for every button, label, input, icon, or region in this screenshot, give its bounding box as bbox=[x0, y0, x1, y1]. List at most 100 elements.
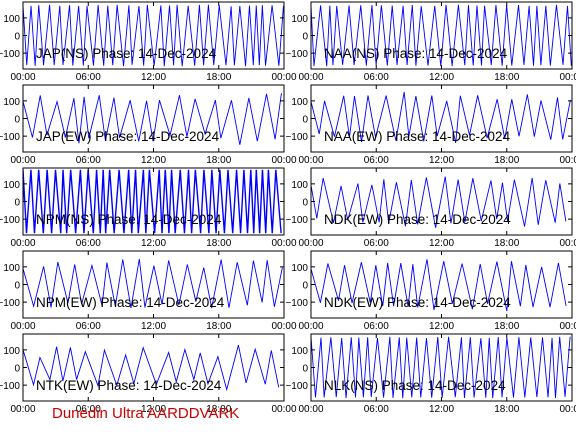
x-tick-label: 00:00 bbox=[298, 238, 323, 249]
x-tick-label: 12:00 bbox=[141, 155, 166, 166]
x-tick-label: 06:00 bbox=[364, 238, 389, 249]
panel-6: 1000−10000:0006:0012:0018:0000:00NDK(EW)… bbox=[285, 167, 576, 249]
y-tick-label: 0 bbox=[14, 115, 20, 126]
x-tick-label: 06:00 bbox=[364, 72, 389, 83]
x-tick-label: 18:00 bbox=[206, 321, 231, 332]
y-tick-label: −100 bbox=[285, 215, 308, 226]
x-tick-label: 00:00 bbox=[271, 404, 296, 415]
x-tick-label: 06:00 bbox=[76, 321, 101, 332]
y-tick-label: 0 bbox=[302, 364, 308, 375]
x-tick-label: 00:00 bbox=[298, 155, 323, 166]
x-tick-label: 00:00 bbox=[559, 321, 576, 332]
x-tick-label: 18:00 bbox=[494, 155, 519, 166]
y-tick-label: 0 bbox=[302, 115, 308, 126]
x-tick-label: 18:00 bbox=[206, 238, 231, 249]
x-tick-label: 18:00 bbox=[206, 155, 231, 166]
panel-2: 1000−10000:0006:0012:0018:0000:00NAA(NS)… bbox=[285, 1, 576, 83]
x-tick-label: 12:00 bbox=[141, 404, 166, 415]
x-tick-label: 00:00 bbox=[559, 238, 576, 249]
y-tick-label: 100 bbox=[3, 97, 20, 108]
series-line bbox=[311, 336, 571, 399]
series-line bbox=[23, 169, 282, 234]
x-tick-label: 06:00 bbox=[76, 238, 101, 249]
x-tick-label: 06:00 bbox=[76, 155, 101, 166]
y-tick-label: −100 bbox=[0, 298, 20, 309]
x-tick-label: 12:00 bbox=[429, 155, 454, 166]
x-tick-label: 12:00 bbox=[141, 72, 166, 83]
x-tick-label: 00:00 bbox=[298, 72, 323, 83]
x-tick-label: 18:00 bbox=[494, 72, 519, 83]
series-line bbox=[23, 344, 280, 392]
x-tick-label: 00:00 bbox=[559, 155, 576, 166]
x-tick-label: 00:00 bbox=[271, 72, 296, 83]
panel-title: NDK(EW) Phase: 14-Dec-2024 bbox=[324, 295, 511, 310]
y-tick-label: −100 bbox=[0, 215, 20, 226]
series-line bbox=[23, 93, 282, 145]
series-line bbox=[311, 4, 572, 67]
y-tick-label: 0 bbox=[14, 198, 20, 209]
x-tick-label: 18:00 bbox=[494, 321, 519, 332]
y-tick-label: 0 bbox=[302, 198, 308, 209]
x-tick-label: 06:00 bbox=[76, 72, 101, 83]
y-tick-label: 100 bbox=[291, 346, 308, 357]
x-tick-label: 00:00 bbox=[298, 404, 323, 415]
y-tick-label: −100 bbox=[285, 132, 308, 143]
y-tick-label: 0 bbox=[14, 364, 20, 375]
series-line bbox=[23, 4, 284, 67]
x-tick-label: 12:00 bbox=[429, 404, 454, 415]
y-tick-label: 0 bbox=[302, 32, 308, 43]
panel-title: NPM(EW) Phase: 14-Dec-2024 bbox=[36, 295, 225, 310]
x-tick-label: 00:00 bbox=[559, 404, 576, 415]
x-tick-label: 12:00 bbox=[141, 321, 166, 332]
y-tick-label: −100 bbox=[0, 49, 20, 60]
panel-title: NDK(EW) Phase: 14-Dec-2024 bbox=[324, 212, 511, 227]
x-tick-label: 18:00 bbox=[206, 72, 231, 83]
y-tick-label: 100 bbox=[291, 14, 308, 25]
x-tick-label: 00:00 bbox=[10, 155, 35, 166]
panel-10: 1000−10000:0006:0012:0018:0000:00NLK(NS)… bbox=[285, 333, 576, 415]
y-tick-label: 0 bbox=[14, 281, 20, 292]
x-tick-label: 00:00 bbox=[10, 238, 35, 249]
y-tick-label: −100 bbox=[0, 381, 20, 392]
series-line bbox=[311, 259, 567, 312]
panel-title: JAP(EW) Phase: 14-Dec-2024 bbox=[36, 129, 220, 144]
y-tick-label: 100 bbox=[291, 263, 308, 274]
x-tick-label: 18:00 bbox=[206, 404, 231, 415]
panel-title: NAA(NS) Phase: 14-Dec-2024 bbox=[324, 46, 508, 61]
panel-title: JAP(NS) Phase: 14-Dec-2024 bbox=[36, 46, 217, 61]
x-tick-label: 00:00 bbox=[10, 72, 35, 83]
panel-title: NTK(EW) Phase: 14-Dec-2024 bbox=[36, 378, 222, 393]
x-tick-label: 00:00 bbox=[271, 238, 296, 249]
x-tick-label: 00:00 bbox=[10, 321, 35, 332]
x-tick-label: 00:00 bbox=[559, 72, 576, 83]
footer-label: Dunedin Ultra AARDDVARK bbox=[52, 405, 240, 422]
x-tick-label: 06:00 bbox=[364, 321, 389, 332]
panel-4: 1000−10000:0006:0012:0018:0000:00NAA(EW)… bbox=[285, 84, 576, 166]
x-tick-label: 06:00 bbox=[364, 155, 389, 166]
y-tick-label: 100 bbox=[3, 263, 20, 274]
x-tick-label: 00:00 bbox=[298, 321, 323, 332]
panel-8: 1000−10000:0006:0012:0018:0000:00NDK(EW)… bbox=[285, 250, 576, 332]
series-line bbox=[311, 91, 571, 144]
y-tick-label: 100 bbox=[3, 14, 20, 25]
series-line bbox=[311, 176, 567, 228]
series-line bbox=[23, 258, 283, 309]
y-tick-label: 100 bbox=[3, 346, 20, 357]
panel-title: NLK(NS) Phase: 14-Dec-2024 bbox=[324, 378, 506, 393]
x-tick-label: 18:00 bbox=[494, 404, 519, 415]
x-tick-label: 12:00 bbox=[429, 72, 454, 83]
x-tick-label: 00:00 bbox=[271, 155, 296, 166]
y-tick-label: −100 bbox=[0, 132, 20, 143]
x-tick-label: 00:00 bbox=[10, 404, 35, 415]
panel-title: NAA(EW) Phase: 14-Dec-2024 bbox=[324, 129, 511, 144]
y-tick-label: 100 bbox=[3, 180, 20, 191]
panel-title: NPM(NS) Phase: 14-Dec-2024 bbox=[36, 212, 222, 227]
y-tick-label: 0 bbox=[14, 32, 20, 43]
y-tick-label: −100 bbox=[285, 381, 308, 392]
